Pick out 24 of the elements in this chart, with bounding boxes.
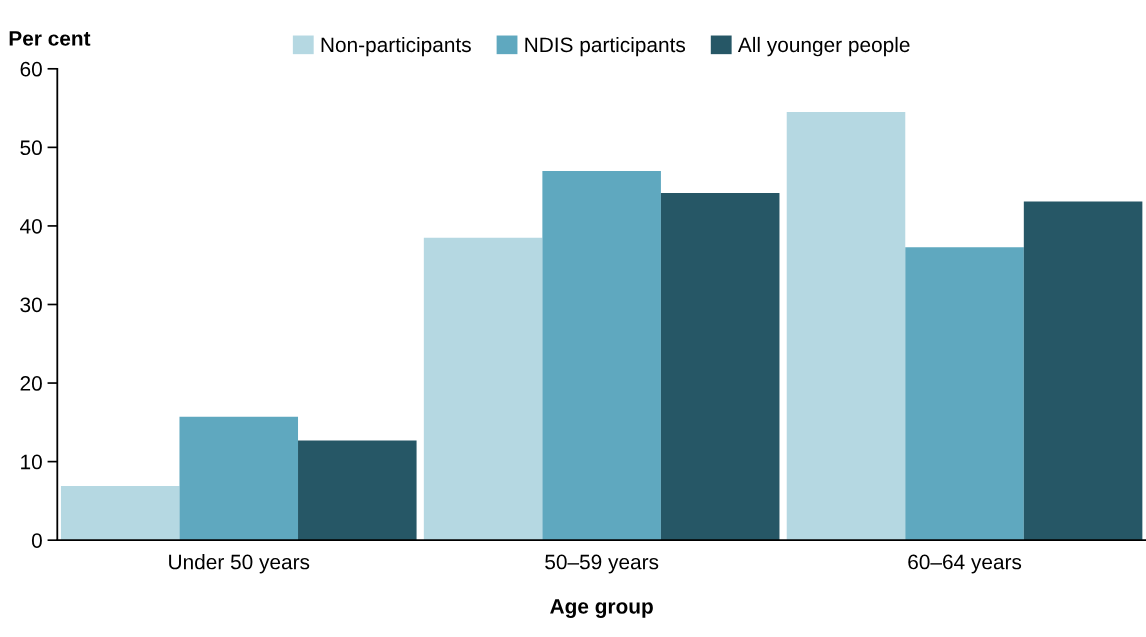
x-tick-label: 50–59 years bbox=[545, 554, 659, 574]
bar bbox=[423, 237, 543, 541]
y-tick-label: 10 bbox=[21, 454, 42, 470]
bar bbox=[1023, 201, 1143, 541]
y-tick-label: 20 bbox=[20, 376, 42, 391]
bar bbox=[298, 440, 417, 541]
x-axis-title: Age group bbox=[550, 599, 653, 618]
bar bbox=[660, 192, 780, 541]
bar bbox=[786, 112, 906, 541]
x-tick-label: Under 50 years bbox=[169, 554, 310, 574]
y-tick-label: 40 bbox=[20, 218, 42, 234]
legend-label: All younger people bbox=[737, 36, 910, 57]
y-tick-label: 30 bbox=[20, 297, 42, 313]
x-tick-label: 60–64 years bbox=[908, 554, 1022, 574]
legend-label: Non-participants bbox=[321, 36, 471, 57]
y-tick-label: 50 bbox=[20, 140, 42, 156]
legend-label: NDIS participants bbox=[525, 36, 686, 57]
bar bbox=[542, 170, 661, 541]
y-tick-label: 0 bbox=[31, 533, 42, 548]
bar bbox=[60, 485, 180, 541]
y-tick-label: 60 bbox=[20, 61, 42, 77]
bar bbox=[905, 247, 1024, 541]
bar bbox=[179, 416, 299, 541]
y-axis-title: Per cent bbox=[9, 31, 91, 46]
